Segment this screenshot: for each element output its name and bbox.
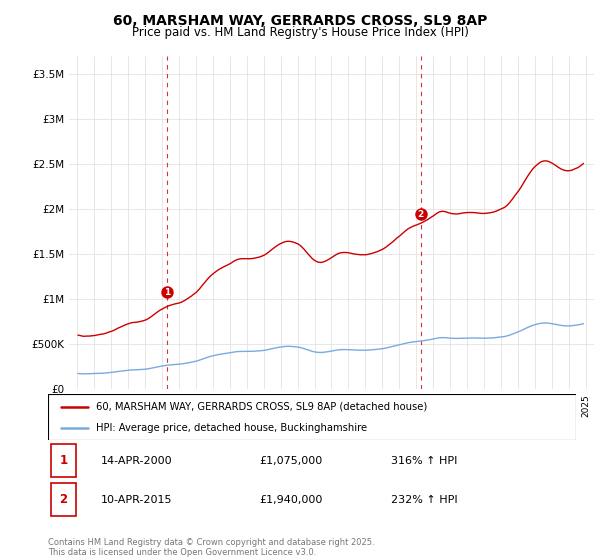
- Text: £1,075,000: £1,075,000: [259, 455, 322, 465]
- Text: 2: 2: [418, 210, 424, 219]
- Text: 316% ↑ HPI: 316% ↑ HPI: [391, 455, 458, 465]
- Text: 1: 1: [59, 454, 67, 467]
- Text: Contains HM Land Registry data © Crown copyright and database right 2025.
This d: Contains HM Land Registry data © Crown c…: [48, 538, 374, 557]
- Text: 1: 1: [164, 288, 170, 297]
- Text: 232% ↑ HPI: 232% ↑ HPI: [391, 495, 458, 505]
- Text: HPI: Average price, detached house, Buckinghamshire: HPI: Average price, detached house, Buck…: [95, 423, 367, 433]
- Bar: [50, 483, 76, 516]
- Bar: [50, 444, 76, 477]
- Text: 14-APR-2000: 14-APR-2000: [101, 455, 172, 465]
- Text: 10-APR-2015: 10-APR-2015: [101, 495, 172, 505]
- Text: 60, MARSHAM WAY, GERRARDS CROSS, SL9 8AP: 60, MARSHAM WAY, GERRARDS CROSS, SL9 8AP: [113, 14, 487, 28]
- Text: 60, MARSHAM WAY, GERRARDS CROSS, SL9 8AP (detached house): 60, MARSHAM WAY, GERRARDS CROSS, SL9 8AP…: [95, 402, 427, 412]
- Text: 2: 2: [59, 493, 67, 506]
- Text: £1,940,000: £1,940,000: [259, 495, 323, 505]
- Text: Price paid vs. HM Land Registry's House Price Index (HPI): Price paid vs. HM Land Registry's House …: [131, 26, 469, 39]
